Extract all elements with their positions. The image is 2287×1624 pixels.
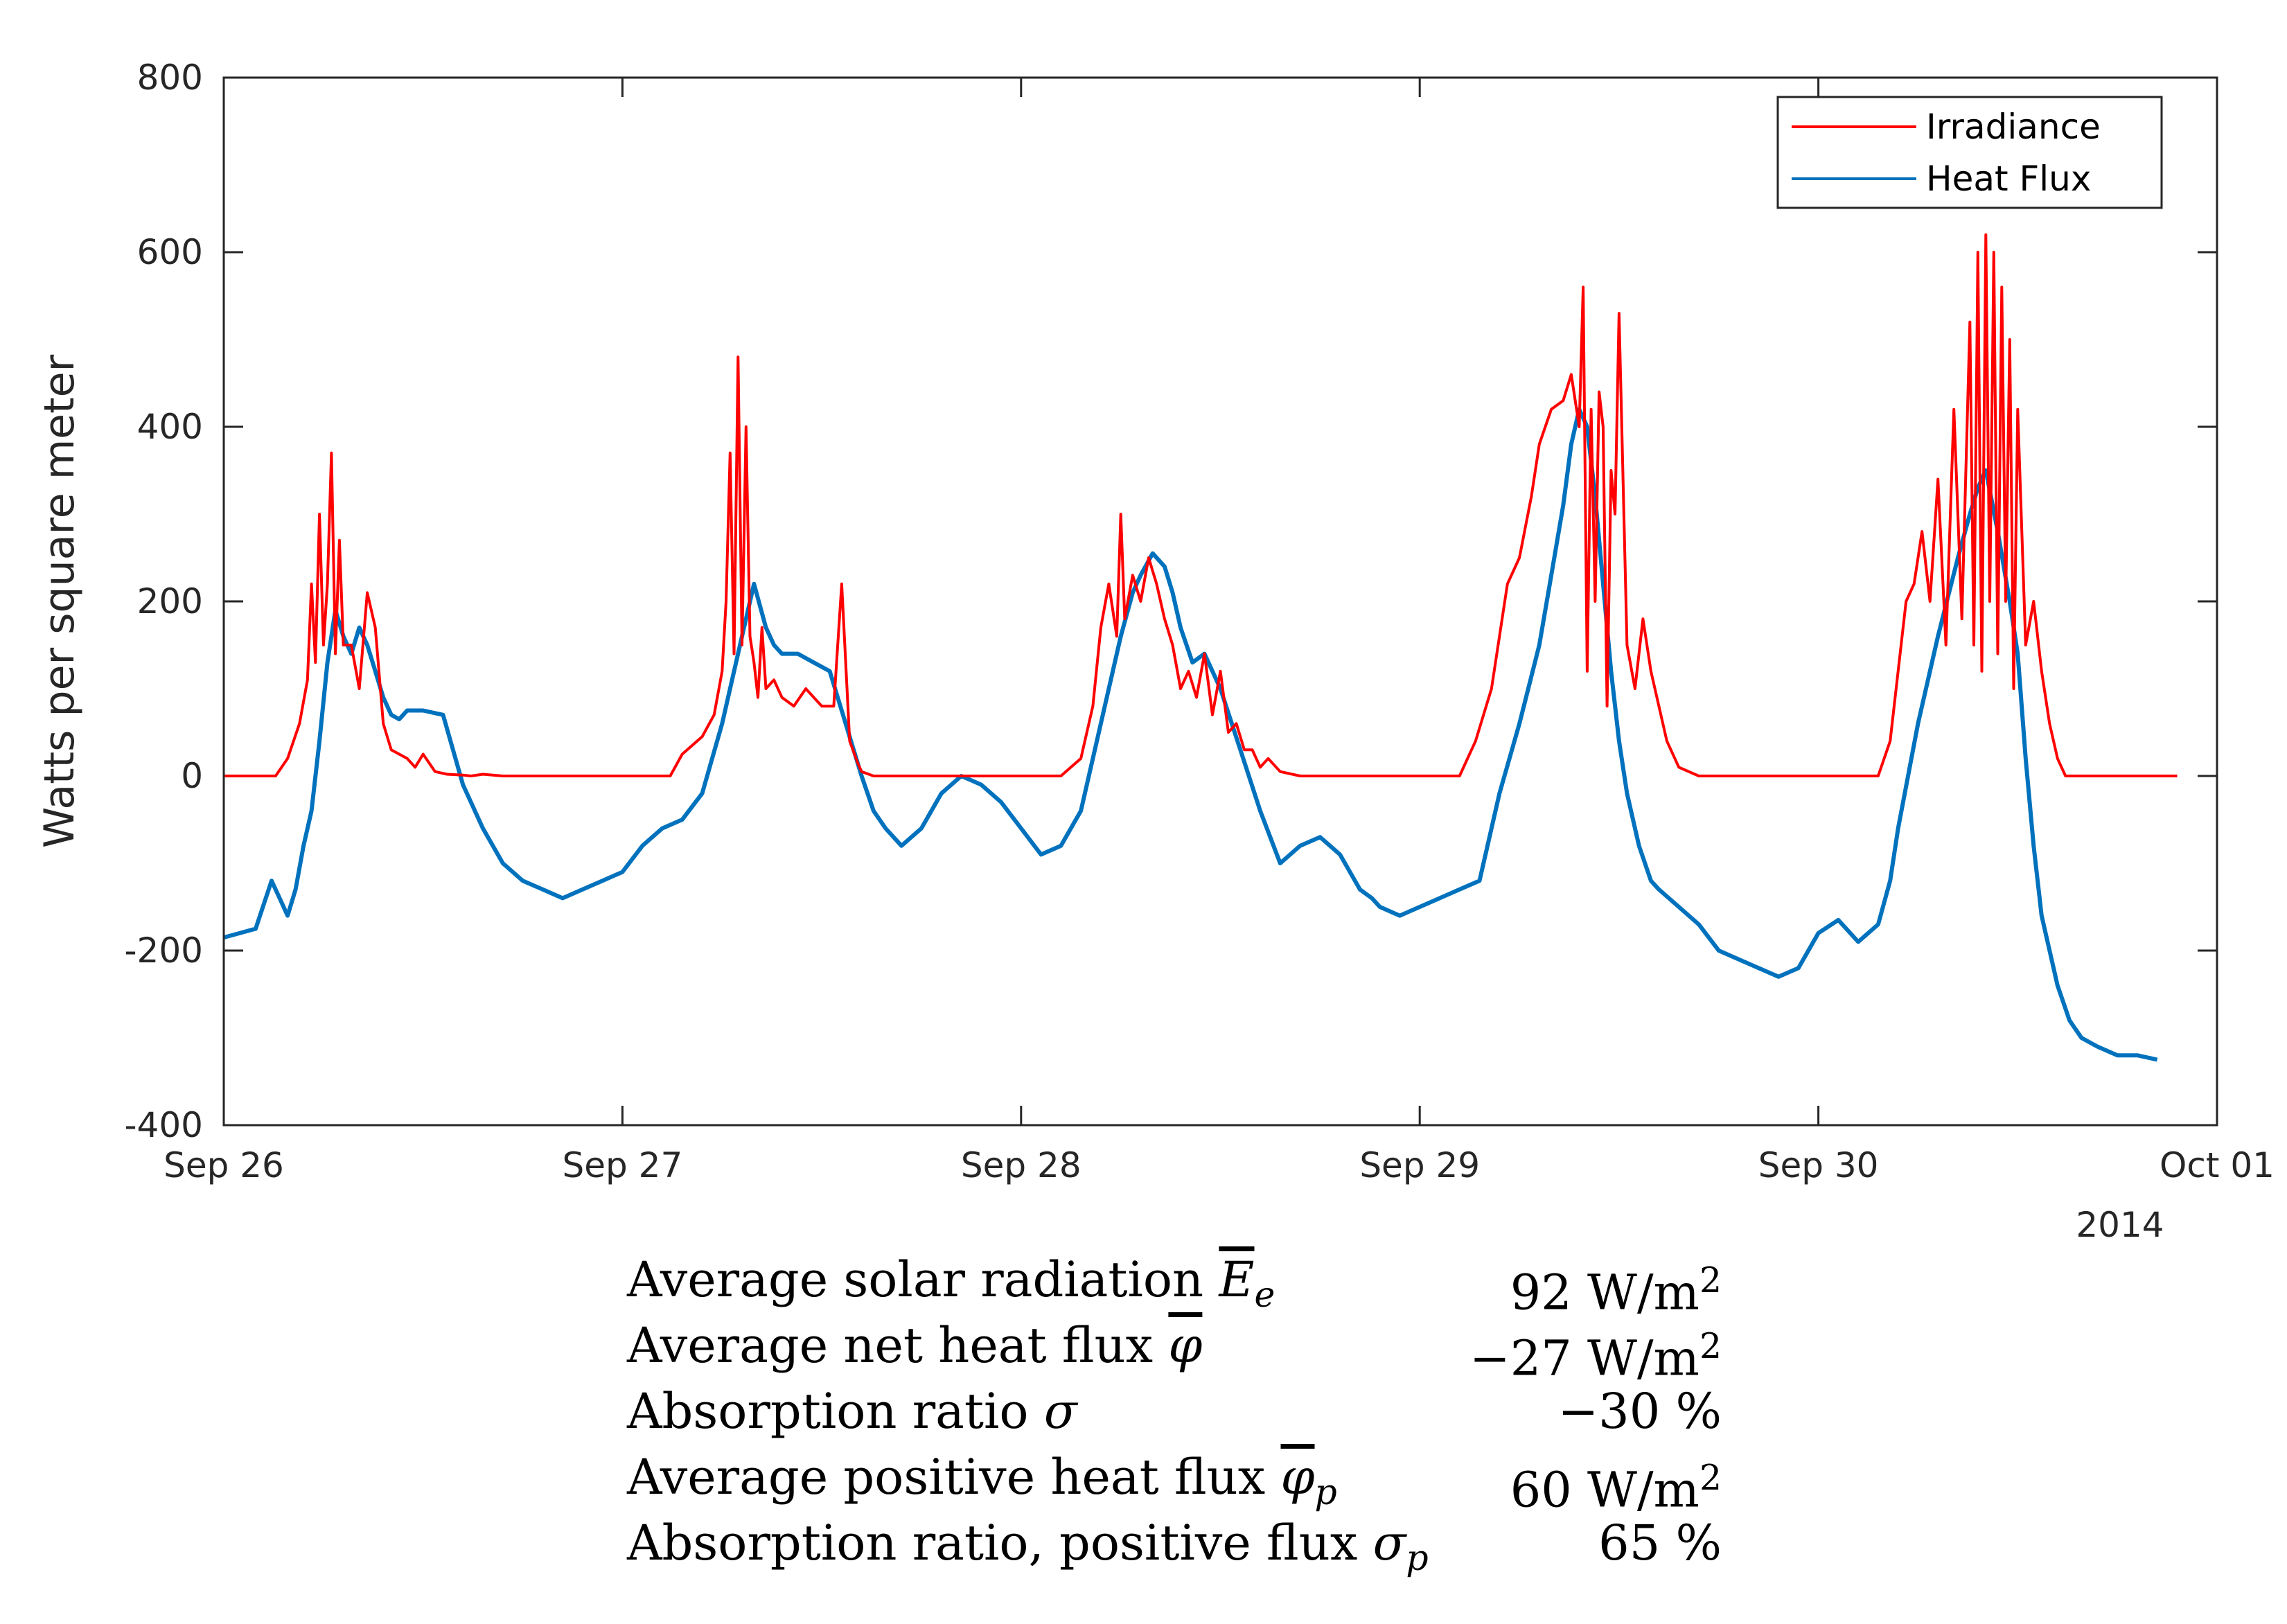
stat-row: Average net heat flux φ −27 W/m2 [627,1313,1722,1387]
stat-row: Average positive heat flux φp 60 W/m2 [627,1445,1722,1519]
stat-row: Absorption ratio, positive flux σp 65 % [627,1510,1722,1578]
stat-value: 65 % [1598,1515,1722,1571]
legend-label-irradiance: Irradiance [1926,107,2101,147]
stat-label: Average positive heat flux φp [627,1449,1337,1512]
stat-subscript: p [1406,1537,1429,1578]
x-tick-label: Sep 29 [1359,1145,1480,1185]
stat-subscript: e [1254,1274,1275,1315]
stat-label: Average net heat flux φ [627,1317,1203,1374]
x-tick-label: Oct 01 [2160,1145,2275,1185]
stat-subscript: p [1314,1472,1337,1512]
x-tick-label: Sep 27 [563,1145,683,1185]
y-tick-label: 400 [137,407,203,447]
stat-symbol: σ [1372,1515,1406,1571]
chart: -400 -200 0 200 400 600 800 Sep 26 Sep 27 Sep 28… [35,58,2275,1240]
stat-symbol: φ [1168,1317,1203,1374]
stat-symbol: σ [1043,1383,1077,1440]
stat-row: Average solar radiation Ee 92 W/m2 [627,1247,1722,1321]
stat-label: Absorption ratio, positive flux σp [627,1515,1429,1578]
stats-table: Average solar radiation Ee 92 W/m2 Average… [627,1247,1722,1578]
y-tick-label: -200 [125,930,203,971]
stat-value: −30 % [1557,1383,1722,1440]
stat-label: Absorption ratio σ [627,1383,1077,1440]
legend-label-heat-flux: Heat Flux [1926,159,2091,199]
y-tick-label: 0 [181,756,203,796]
x-year-label: 2014 [2076,1205,2164,1240]
stat-value: 60 W/m2 [1510,1457,1722,1519]
series-line-heat-flux [223,407,2158,1062]
stat-row: Absorption ratio σ −30 % [627,1379,1722,1445]
stat-value: −27 W/m2 [1469,1325,1722,1387]
x-tick-label: Sep 28 [961,1145,1081,1185]
x-tick-label: Sep 30 [1758,1145,1879,1185]
stat-symbol: φ [1280,1449,1315,1506]
plot-frame [222,76,2218,1127]
plot-background [224,78,2217,1125]
stat-label: Average solar radiation Ee [627,1251,1275,1315]
legend-box [1776,96,2163,209]
y-tick-label: -400 [125,1105,203,1145]
y-tick-label: 200 [137,581,203,621]
y-tick-label: 800 [137,58,203,98]
stat-symbol: E [1219,1251,1255,1308]
series-line-irradiance [224,233,2178,777]
x-tick-label: Sep 26 [164,1145,284,1185]
stat-value: 92 W/m2 [1510,1260,1722,1321]
y-tick-label: 600 [137,232,203,272]
y-axis-label: Watts per square meter [35,355,84,849]
legend: Irradiance Heat Flux [1776,96,2163,209]
